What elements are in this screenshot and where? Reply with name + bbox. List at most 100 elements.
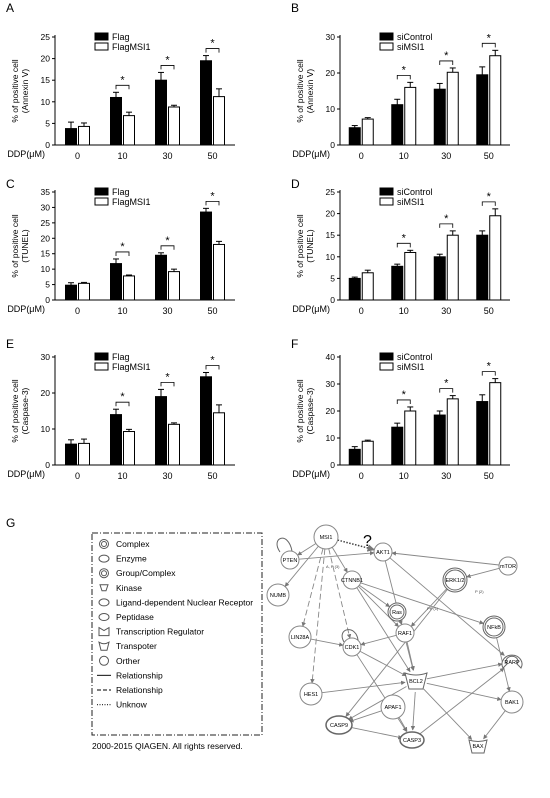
network-edge bbox=[321, 680, 406, 694]
y-tick-label: 10 bbox=[41, 424, 51, 434]
y-tick-label: 20 bbox=[41, 388, 51, 398]
significance-bracket bbox=[396, 242, 411, 248]
node-ctnnb1: CTNNB1 bbox=[341, 570, 363, 590]
bar-flag bbox=[65, 284, 77, 301]
y-tick-label: 20 bbox=[326, 406, 336, 416]
network-edge bbox=[389, 557, 505, 656]
panel-label: B bbox=[291, 1, 299, 15]
bar-flagmsi1 bbox=[78, 125, 90, 146]
network-edge bbox=[356, 587, 411, 673]
node-label: APAF1 bbox=[384, 705, 401, 711]
chart-panel-e: E 0 10 20 30 % of positive cell (Caspase-3) DDP… bbox=[6, 337, 235, 481]
y-tick-label: 15 bbox=[41, 75, 51, 85]
x-tick-label: 0 bbox=[75, 151, 80, 161]
significance-marker: * bbox=[120, 241, 125, 253]
significance-marker: * bbox=[210, 190, 215, 202]
node-label: AKT1 bbox=[376, 550, 390, 556]
edge-label: P (2) bbox=[475, 589, 484, 594]
y-axis-label: % of positive cell bbox=[10, 214, 20, 277]
network-edge bbox=[337, 539, 376, 552]
network-edge bbox=[398, 620, 403, 626]
significance-marker: * bbox=[120, 391, 125, 403]
legend-item-label: Unknow bbox=[116, 700, 148, 710]
x-tick-label: 0 bbox=[75, 306, 80, 316]
node-label: PTEN bbox=[283, 558, 298, 564]
panel-label: E bbox=[6, 337, 14, 351]
bar-flagmsi1 bbox=[78, 442, 90, 466]
bar-flagmsi1 bbox=[123, 431, 135, 466]
chart-panel-f: F 0 10 20 30 40 % of positive cell (Caspase-3) D… bbox=[291, 337, 510, 481]
y-tick-label: 0 bbox=[330, 295, 335, 305]
x-tick-label: 50 bbox=[484, 471, 494, 481]
node-rarp: RARP bbox=[501, 654, 523, 669]
significance-marker: * bbox=[444, 378, 449, 390]
legend-label: Flag bbox=[112, 352, 130, 362]
x-tick-label: 10 bbox=[399, 306, 409, 316]
y-tick-label: 5 bbox=[330, 273, 335, 283]
bar-flagmsi1 bbox=[213, 243, 225, 301]
bar-flag bbox=[155, 396, 167, 466]
bar-flag bbox=[110, 414, 122, 466]
legend-item-label: Transcription Regulator bbox=[116, 627, 204, 637]
node-label: LIN28A bbox=[291, 635, 310, 641]
panel-label: C bbox=[6, 177, 15, 191]
legend-swatch bbox=[379, 362, 394, 371]
y-tick-label: 10 bbox=[326, 252, 336, 262]
panel-label: F bbox=[291, 337, 298, 351]
node-label: CTNNB1 bbox=[341, 578, 363, 584]
legend-label: Flag bbox=[112, 187, 130, 197]
network-edge bbox=[466, 567, 500, 579]
bar-flagmsi1 bbox=[78, 282, 90, 301]
y-tick-label: 40 bbox=[326, 352, 336, 362]
legend-swatch bbox=[94, 32, 109, 41]
significance-marker: * bbox=[120, 74, 125, 86]
bar-sicontrol bbox=[391, 265, 404, 301]
significance-marker: * bbox=[165, 371, 170, 383]
y-tick-label: 0 bbox=[330, 460, 335, 470]
significance-bracket bbox=[439, 60, 454, 65]
network-edge bbox=[298, 550, 375, 560]
y-tick-label: 0 bbox=[45, 140, 50, 150]
x-tick-label: 0 bbox=[359, 306, 364, 316]
node-label: HES1 bbox=[304, 692, 318, 698]
network-edge bbox=[328, 548, 352, 639]
y-axis-sublabel: (Annexin V) bbox=[305, 69, 315, 114]
significance-bracket bbox=[160, 245, 175, 250]
network-edge bbox=[359, 584, 391, 608]
network-edge bbox=[426, 662, 503, 680]
legend-label: siMSI1 bbox=[397, 362, 425, 372]
node-label: CASP9 bbox=[330, 723, 348, 729]
y-tick-label: 20 bbox=[326, 68, 336, 78]
x-tick-label: 10 bbox=[399, 471, 409, 481]
bar-sicontrol bbox=[348, 127, 361, 146]
legend-label: siMSI1 bbox=[397, 42, 425, 52]
bar-flagmsi1 bbox=[168, 271, 180, 301]
significance-bracket bbox=[160, 65, 175, 70]
network-edge bbox=[301, 548, 324, 627]
y-tick-label: 30 bbox=[326, 32, 336, 42]
other-icon bbox=[99, 655, 109, 666]
node-label: RARP bbox=[504, 660, 520, 666]
significance-marker: * bbox=[487, 361, 492, 373]
significance-bracket bbox=[205, 48, 220, 53]
node-label: BAK1 bbox=[505, 700, 519, 706]
node-label: NUMB bbox=[270, 593, 287, 599]
legend-swatch bbox=[379, 187, 394, 196]
x-axis-label: DDP(μM) bbox=[292, 149, 330, 159]
legend-swatch bbox=[94, 352, 109, 361]
legend-label: siControl bbox=[397, 187, 433, 197]
node-bak1: BAK1 bbox=[500, 690, 524, 714]
legend-item-label: Relationship bbox=[116, 685, 163, 695]
node-casp3: CASP3 bbox=[399, 731, 425, 749]
enzyme-icon bbox=[98, 554, 110, 563]
bar-sicontrol bbox=[433, 88, 446, 146]
significance-bracket bbox=[205, 200, 220, 206]
significance-bracket bbox=[115, 84, 130, 90]
y-tick-label: 20 bbox=[326, 209, 336, 219]
y-tick-label: 5 bbox=[45, 280, 50, 290]
legend-label: FlagMSI1 bbox=[112, 197, 151, 207]
network-edge bbox=[410, 691, 416, 731]
bar-flagmsi1 bbox=[123, 115, 135, 146]
legend-item-label: Kinase bbox=[116, 583, 142, 593]
